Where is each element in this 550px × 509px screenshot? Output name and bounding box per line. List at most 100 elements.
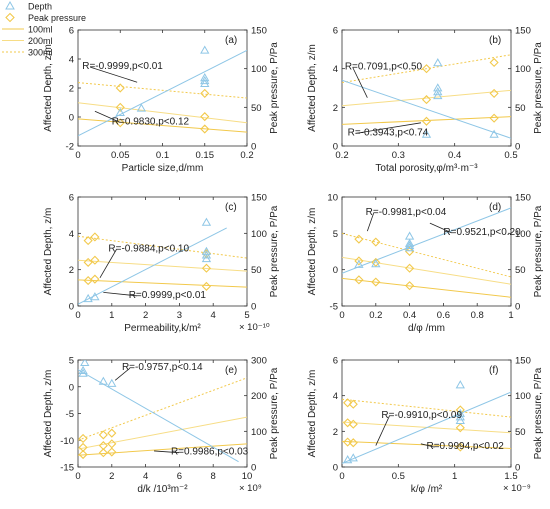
pressure-point-300ml: [98, 430, 108, 440]
depth-point: [354, 259, 364, 268]
pressure-point-200ml: [90, 255, 100, 265]
pressure-fit-line-300ml: [342, 54, 511, 84]
fit-annotation: R=-0.9999,p<0.01: [82, 61, 163, 72]
x-axis-multiplier: × 10⁹: [239, 483, 262, 494]
pressure-point-100ml: [405, 281, 415, 291]
depth-fit-line: [342, 391, 511, 464]
y-right-tick-label: 0: [251, 463, 256, 474]
pressure-fit-line-200ml: [78, 259, 247, 272]
pressure-fit-line-200ml: [78, 102, 247, 124]
legend-item: 200ml: [2, 36, 53, 46]
depth-point: [404, 240, 415, 250]
depth-point: [115, 107, 125, 116]
y-left-tick-label: 5: [333, 229, 338, 240]
x-tick-label: 5: [244, 310, 249, 321]
pressure-point-200ml: [201, 263, 212, 273]
pressure-point-200ml: [115, 102, 125, 112]
y-left-axis-label: Affected Depth, z/m: [43, 44, 54, 132]
x-tick-label: 0.1: [156, 150, 169, 161]
pressure-point-200ml: [371, 257, 381, 267]
depth-point: [201, 217, 212, 226]
legend-label: Depth: [28, 2, 52, 12]
pressure-point-100ml: [354, 275, 364, 285]
annotation-leader: [366, 213, 375, 232]
x-tick-label: 0.6: [437, 310, 450, 321]
pressure-point-100ml: [90, 274, 100, 284]
pressure-point-100ml: [371, 277, 381, 287]
x-tick-label: 1: [109, 310, 114, 321]
x-tick-label: 0: [339, 310, 344, 321]
y-right-tick-label: 50: [251, 103, 262, 114]
depth-point: [433, 87, 443, 96]
y-right-axis-label: Peak pressure, P/Pa: [269, 367, 280, 459]
panel-label: (c): [225, 202, 237, 213]
annotation-leader: [90, 66, 138, 83]
fit-annotation: R=0.7091,p<0.50: [345, 62, 423, 73]
y-left-tick-label: 0: [333, 265, 338, 276]
y-right-tick-label: 100: [515, 391, 531, 402]
y-left-tick-label: 2: [333, 103, 338, 114]
y-left-tick-label: 6: [69, 26, 74, 37]
y-right-tick-label: 50: [515, 265, 526, 276]
pressure-point-300ml: [348, 399, 358, 409]
y-right-tick-label: 100: [515, 64, 531, 75]
y-right-tick-label: 150: [515, 193, 531, 204]
depth-point: [404, 243, 415, 252]
depth-point: [98, 376, 109, 385]
depth-point: [455, 408, 465, 417]
pressure-point-200ml: [78, 442, 88, 452]
x-axis-label: Total porosity,φ/m³·m⁻³: [375, 163, 478, 174]
pressure-point-300ml: [354, 234, 364, 244]
x-axis-multiplier: × 10⁻⁹: [503, 483, 531, 494]
pressure-point-100ml: [200, 124, 210, 134]
y-left-tick-label: -5: [66, 409, 74, 420]
depth-point: [348, 453, 358, 462]
y-right-axis-label: Peak pressure, P/Pa: [533, 367, 544, 459]
y-left-tick-label: 6: [69, 193, 74, 204]
y-right-tick-label: 50: [515, 427, 526, 438]
pressure-point-100ml: [78, 449, 88, 460]
chart-panel: 0 1 2 3 4 50246050100150Permeability,k/m²Affe…: [43, 193, 280, 335]
pressure-fit-line-100ml: [78, 279, 247, 288]
x-axis-label: Permeability,k/m²: [124, 323, 201, 334]
x-tick-label: 1: [452, 471, 457, 482]
y-right-tick-label: 200: [251, 391, 267, 402]
annotation-leader: [375, 415, 390, 446]
y-right-tick-label: 150: [515, 356, 531, 367]
x-axis-label: Particle size,d/mm: [122, 163, 204, 174]
depth-point: [433, 83, 443, 92]
pressure-point-200ml: [83, 257, 93, 267]
y-right-tick-label: 100: [251, 64, 267, 75]
fit-annotation: R=-0.9981,p<0.04: [366, 207, 447, 218]
y-right-tick-label: 0: [515, 302, 520, 313]
depth-point: [90, 292, 100, 301]
fit-annotation: R=-0.9757,p<0.14: [122, 362, 203, 373]
fit-annotation: R=-0.9884,p<0.10: [108, 244, 189, 255]
annotation-leader: [352, 67, 368, 98]
pressure-point-100ml: [343, 437, 353, 447]
y-left-tick-label: -2: [66, 142, 74, 153]
y-left-tick-label: -5: [330, 302, 338, 313]
y-left-tick-label: -15: [60, 463, 74, 474]
depth-point: [455, 380, 465, 389]
y-left-tick-label: 0: [333, 463, 338, 474]
x-tick-label: 8: [211, 471, 216, 482]
x-axis-label: d/k /10³m⁻²: [137, 484, 188, 495]
plot-area: [78, 45, 247, 137]
y-left-tick-label: 2: [69, 84, 74, 95]
x-tick-label: 0: [75, 150, 80, 161]
pressure-point-200ml: [107, 439, 117, 449]
x-tick-label: 1: [508, 310, 513, 321]
x-axis-multiplier: × 10⁻¹⁰: [239, 322, 270, 333]
x-tick-label: 0.4: [448, 150, 461, 161]
legend-label: 300ml: [28, 48, 53, 58]
pressure-point-300ml: [78, 433, 88, 444]
plot-area: [342, 54, 511, 139]
depth-point: [200, 73, 210, 82]
depth-point: [489, 129, 499, 138]
x-tick-label: 0.2: [240, 150, 253, 161]
depth-fit-line: [78, 227, 227, 305]
pressure-point-300ml: [343, 398, 353, 408]
